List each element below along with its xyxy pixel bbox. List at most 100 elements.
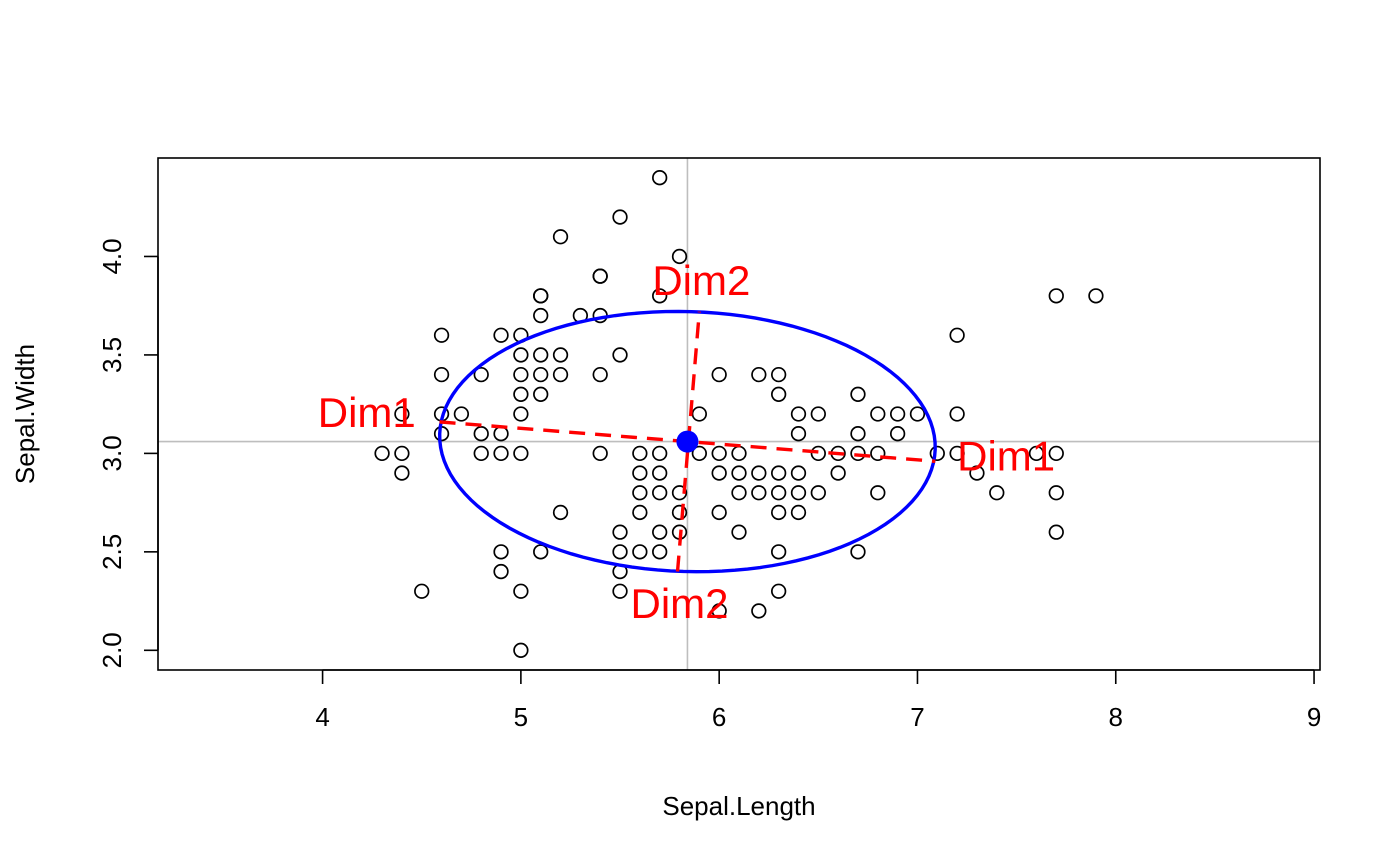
data-point bbox=[433, 327, 450, 343]
data-point bbox=[414, 583, 430, 599]
data-points bbox=[374, 170, 1104, 658]
y-tick-label: 4.0 bbox=[97, 238, 127, 274]
data-point bbox=[790, 485, 807, 501]
data-point bbox=[632, 465, 648, 481]
dimension-label-dim1: Dim1 bbox=[318, 389, 416, 436]
data-point bbox=[394, 445, 410, 462]
data-point bbox=[493, 327, 509, 343]
y-tick-label: 3.0 bbox=[97, 435, 127, 471]
x-tick-label: 8 bbox=[1109, 702, 1123, 732]
data-point bbox=[652, 288, 668, 304]
data-point bbox=[374, 445, 390, 462]
data-point bbox=[533, 307, 549, 324]
data-point bbox=[433, 366, 450, 383]
data-point bbox=[533, 386, 549, 402]
data-point bbox=[671, 504, 688, 521]
data-point bbox=[652, 524, 668, 540]
data-point bbox=[513, 445, 529, 462]
concentration-ellipse bbox=[437, 309, 937, 574]
data-point bbox=[632, 445, 648, 462]
data-point bbox=[513, 406, 529, 422]
data-point bbox=[989, 485, 1005, 501]
y-axis-label: Sepal.Width bbox=[10, 344, 40, 484]
data-point bbox=[771, 583, 787, 599]
data-point bbox=[751, 465, 767, 481]
data-point bbox=[513, 386, 529, 402]
data-point bbox=[790, 406, 807, 422]
data-point bbox=[612, 209, 628, 225]
data-point bbox=[671, 248, 688, 265]
data-point bbox=[552, 229, 569, 245]
data-point bbox=[394, 465, 410, 481]
data-point bbox=[533, 347, 549, 363]
data-point bbox=[552, 504, 569, 521]
data-point bbox=[513, 347, 529, 363]
data-point bbox=[493, 544, 509, 560]
x-tick-label: 4 bbox=[315, 702, 329, 732]
data-point bbox=[533, 544, 549, 560]
data-point bbox=[949, 406, 965, 422]
data-point bbox=[1048, 485, 1064, 501]
centroid bbox=[676, 430, 699, 453]
data-point bbox=[691, 445, 707, 462]
data-point bbox=[493, 445, 509, 462]
data-point bbox=[473, 366, 489, 383]
data-point bbox=[731, 524, 747, 540]
data-point bbox=[731, 485, 747, 501]
data-point bbox=[493, 563, 509, 580]
data-point bbox=[771, 485, 787, 501]
dimension-label-dim1: Dim1 bbox=[957, 432, 1055, 479]
data-point bbox=[1088, 288, 1104, 304]
ellipse-outline bbox=[437, 309, 937, 574]
data-point bbox=[751, 366, 767, 383]
x-axis-label: Sepal.Length bbox=[662, 791, 815, 821]
data-point bbox=[949, 445, 965, 462]
data-point bbox=[513, 366, 529, 383]
data-point bbox=[473, 445, 489, 462]
data-point bbox=[513, 642, 529, 658]
data-point bbox=[909, 406, 926, 422]
data-point bbox=[632, 485, 648, 501]
data-point bbox=[1048, 524, 1064, 540]
data-point bbox=[533, 288, 549, 304]
dimension-label-dim2: Dim2 bbox=[652, 257, 750, 304]
data-point bbox=[612, 347, 628, 363]
y-tick-label: 3.5 bbox=[97, 337, 127, 373]
data-point bbox=[790, 504, 807, 521]
data-point bbox=[612, 524, 628, 540]
data-point bbox=[771, 465, 787, 481]
data-point bbox=[771, 386, 787, 402]
data-point bbox=[850, 544, 866, 560]
data-point bbox=[612, 544, 628, 560]
data-point bbox=[870, 406, 886, 422]
data-point bbox=[711, 603, 727, 619]
data-point bbox=[751, 485, 767, 501]
data-point bbox=[671, 485, 688, 501]
data-point bbox=[513, 583, 529, 599]
data-point bbox=[552, 366, 569, 383]
data-point bbox=[771, 544, 787, 560]
data-point bbox=[592, 366, 608, 383]
data-point bbox=[493, 426, 509, 442]
y-axis: 2.0 2.5 3.0 3.5 4.0 bbox=[97, 238, 159, 668]
data-point bbox=[771, 366, 787, 383]
data-point bbox=[691, 406, 707, 422]
data-point bbox=[552, 347, 569, 363]
data-point bbox=[394, 406, 410, 422]
data-point bbox=[711, 366, 727, 383]
data-point bbox=[810, 485, 826, 501]
data-point bbox=[652, 465, 668, 481]
data-point bbox=[652, 485, 668, 501]
data-point bbox=[711, 445, 727, 462]
x-tick-label: 7 bbox=[910, 702, 924, 732]
data-point bbox=[751, 603, 767, 619]
data-point bbox=[790, 426, 807, 442]
data-point bbox=[652, 170, 668, 186]
x-tick-label: 9 bbox=[1307, 702, 1321, 732]
x-tick-label: 6 bbox=[712, 702, 726, 732]
data-point bbox=[592, 268, 608, 284]
data-point bbox=[612, 583, 628, 599]
data-point bbox=[949, 327, 965, 343]
data-point bbox=[533, 366, 549, 383]
data-point bbox=[453, 406, 470, 422]
